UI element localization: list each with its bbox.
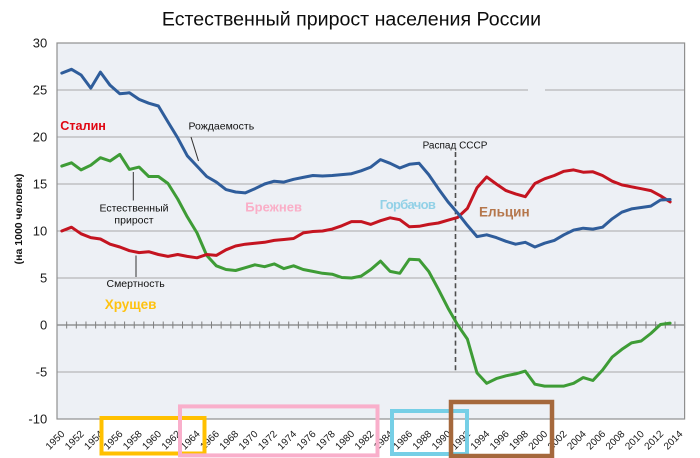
svg-text:Горбачов: Горбачов	[380, 197, 436, 212]
svg-text:Брежнев: Брежнев	[245, 200, 302, 215]
svg-text:1970: 1970	[237, 429, 261, 453]
svg-text:Естественный прирост населения: Естественный прирост населения России	[162, 9, 541, 31]
svg-text:1978: 1978	[314, 429, 338, 453]
svg-text:Естественный: Естественный	[99, 203, 168, 215]
svg-text:Сталин: Сталин	[60, 119, 106, 133]
svg-text:2010: 2010	[623, 429, 647, 453]
svg-text:прирост: прирост	[114, 215, 153, 227]
svg-text:0: 0	[40, 318, 47, 333]
svg-text:25: 25	[33, 83, 47, 98]
svg-text:1956: 1956	[102, 429, 126, 453]
svg-text:2008: 2008	[604, 429, 628, 453]
svg-text:2006: 2006	[585, 429, 609, 453]
svg-text:2002: 2002	[546, 429, 570, 453]
svg-text:15: 15	[33, 177, 47, 192]
svg-text:Смертность: Смертность	[107, 278, 166, 290]
svg-text:2004: 2004	[565, 429, 589, 453]
svg-text:1996: 1996	[488, 429, 512, 453]
svg-text:1980: 1980	[334, 429, 358, 453]
svg-text:1964: 1964	[179, 429, 203, 453]
svg-text:1960: 1960	[141, 429, 165, 453]
svg-text:1982: 1982	[353, 429, 377, 453]
svg-text:1972: 1972	[256, 429, 280, 453]
svg-text:2014: 2014	[662, 429, 686, 453]
svg-text:10: 10	[33, 224, 47, 239]
svg-text:-10: -10	[28, 412, 47, 427]
svg-text:2000: 2000	[527, 429, 551, 453]
svg-text:Ельцин: Ельцин	[479, 205, 530, 220]
svg-text:Хрущев: Хрущев	[105, 297, 157, 312]
svg-text:(на 1000 человек): (на 1000 человек)	[13, 174, 25, 265]
svg-text:1988: 1988	[411, 429, 435, 453]
svg-text:20: 20	[33, 130, 47, 145]
svg-text:1976: 1976	[295, 429, 319, 453]
svg-text:1994: 1994	[469, 429, 493, 453]
svg-text:Рождаемость: Рождаемость	[189, 121, 255, 133]
svg-text:1998: 1998	[507, 429, 531, 453]
svg-text:1966: 1966	[198, 429, 222, 453]
svg-text:-5: -5	[36, 365, 48, 380]
svg-text:1952: 1952	[63, 429, 87, 453]
svg-text:Распад СССР: Распад СССР	[423, 141, 488, 152]
svg-text:30: 30	[33, 36, 47, 51]
svg-text:1968: 1968	[218, 429, 242, 453]
svg-text:1986: 1986	[392, 429, 416, 453]
svg-text:1950: 1950	[44, 429, 68, 453]
svg-text:2012: 2012	[643, 429, 667, 453]
svg-text:1958: 1958	[121, 429, 145, 453]
svg-text:1974: 1974	[276, 429, 300, 453]
svg-text:5: 5	[40, 271, 47, 286]
